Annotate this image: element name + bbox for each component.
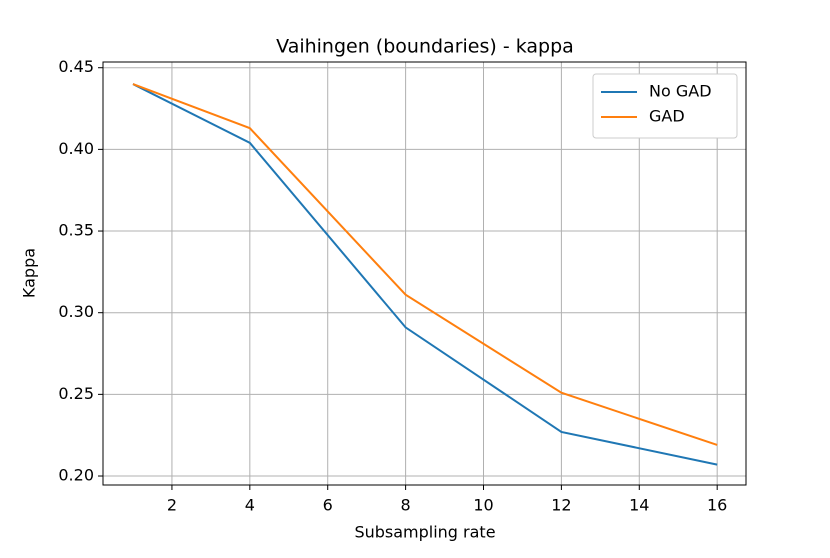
x-tick-label: 14: [629, 496, 649, 515]
x-tick-label: 16: [707, 496, 727, 515]
x-tick-label: 12: [551, 496, 571, 515]
legend-box: [592, 73, 738, 139]
y-tick-label: 0.35: [58, 221, 94, 240]
x-tick-label: 6: [323, 496, 333, 515]
data-line: [132, 83, 718, 446]
legend-label: No GAD: [649, 82, 712, 101]
x-tick-label: 8: [401, 496, 411, 515]
y-tick-label: 0.40: [58, 139, 94, 158]
chart-title: Vaihingen (boundaries) - kappa: [276, 36, 574, 58]
y-tick-label: 0.30: [58, 302, 94, 321]
x-axis-label: Subsampling rate: [354, 523, 495, 542]
plot-frame: [102, 61, 747, 486]
data-line: [132, 83, 718, 466]
y-tick-label: 0.20: [58, 466, 94, 485]
y-tick-label: 0.45: [58, 57, 94, 76]
x-tick-label: 4: [245, 496, 255, 515]
legend-label: GAD: [649, 107, 685, 126]
y-tick-label: 0.25: [58, 384, 94, 403]
x-tick-label: 2: [167, 496, 177, 515]
y-axis-label: Kappa: [20, 248, 39, 298]
x-tick-label: 10: [473, 496, 493, 515]
